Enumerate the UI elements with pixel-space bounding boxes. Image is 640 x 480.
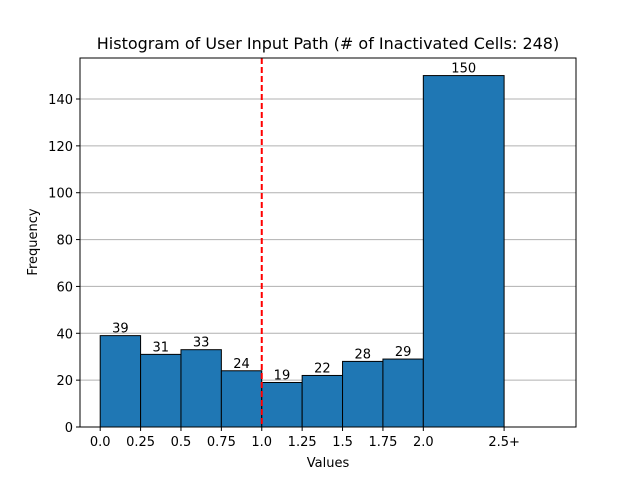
bar-value-label: 28 xyxy=(354,347,371,362)
x-tick-label: 1.0 xyxy=(251,435,272,450)
y-tick-label: 60 xyxy=(56,280,73,295)
y-tick-label: 120 xyxy=(48,140,73,155)
x-tick-label: 2.0 xyxy=(413,435,434,450)
bar-value-label: 150 xyxy=(451,62,476,77)
x-tick-label: 1.5 xyxy=(332,435,353,450)
histogram-bar xyxy=(140,353,182,428)
bar-value-label: 39 xyxy=(112,322,129,337)
histogram-bar xyxy=(422,75,505,428)
x-tick-label: 0.0 xyxy=(90,435,111,450)
x-tick-label: 1.75 xyxy=(368,435,397,450)
bars xyxy=(99,75,505,428)
histogram-bar xyxy=(261,381,303,428)
histogram-bar xyxy=(342,360,384,428)
bar-labels: 39 31 33 24 19 22 28 29 150 xyxy=(112,62,476,384)
y-tick-label: 80 xyxy=(56,234,73,249)
x-tick-label: 1.25 xyxy=(288,435,317,450)
histogram-bar xyxy=(382,358,424,428)
plot-frame xyxy=(79,57,577,428)
x-tick-label: 0.25 xyxy=(126,435,155,450)
bar-value-label: 31 xyxy=(153,340,170,355)
histogram-bar xyxy=(99,335,142,428)
y-tick-label: 0 xyxy=(65,421,73,436)
x-axis-ticks: 0.0 0.25 0.5 0.75 1.0 1.25 1.5 1.75 2.0 2.5+ xyxy=(90,427,520,450)
y-axis-label: Frequency xyxy=(26,208,41,275)
y-axis-ticks: 0 20 40 60 80 100 120 140 xyxy=(48,93,80,436)
histogram-bar xyxy=(180,349,222,428)
x-tick-label: 0.5 xyxy=(171,435,192,450)
bar-value-label: 24 xyxy=(233,357,250,372)
x-tick-label: 0.75 xyxy=(207,435,236,450)
y-tick-label: 40 xyxy=(56,327,73,342)
histogram-bar xyxy=(301,374,344,428)
bar-value-label: 19 xyxy=(274,368,291,383)
bar-value-label: 22 xyxy=(314,361,331,376)
y-tick-label: 20 xyxy=(56,374,73,389)
bar-value-label: 33 xyxy=(193,336,210,351)
x-tick-label: 2.5+ xyxy=(488,435,520,450)
y-tick-label: 140 xyxy=(48,93,73,108)
histogram-bar xyxy=(220,370,263,428)
bar-value-label: 29 xyxy=(395,345,412,360)
x-axis-label: Values xyxy=(307,456,350,471)
y-tick-label: 100 xyxy=(48,187,73,202)
chart-title: Histogram of User Input Path (# of Inact… xyxy=(97,34,559,53)
